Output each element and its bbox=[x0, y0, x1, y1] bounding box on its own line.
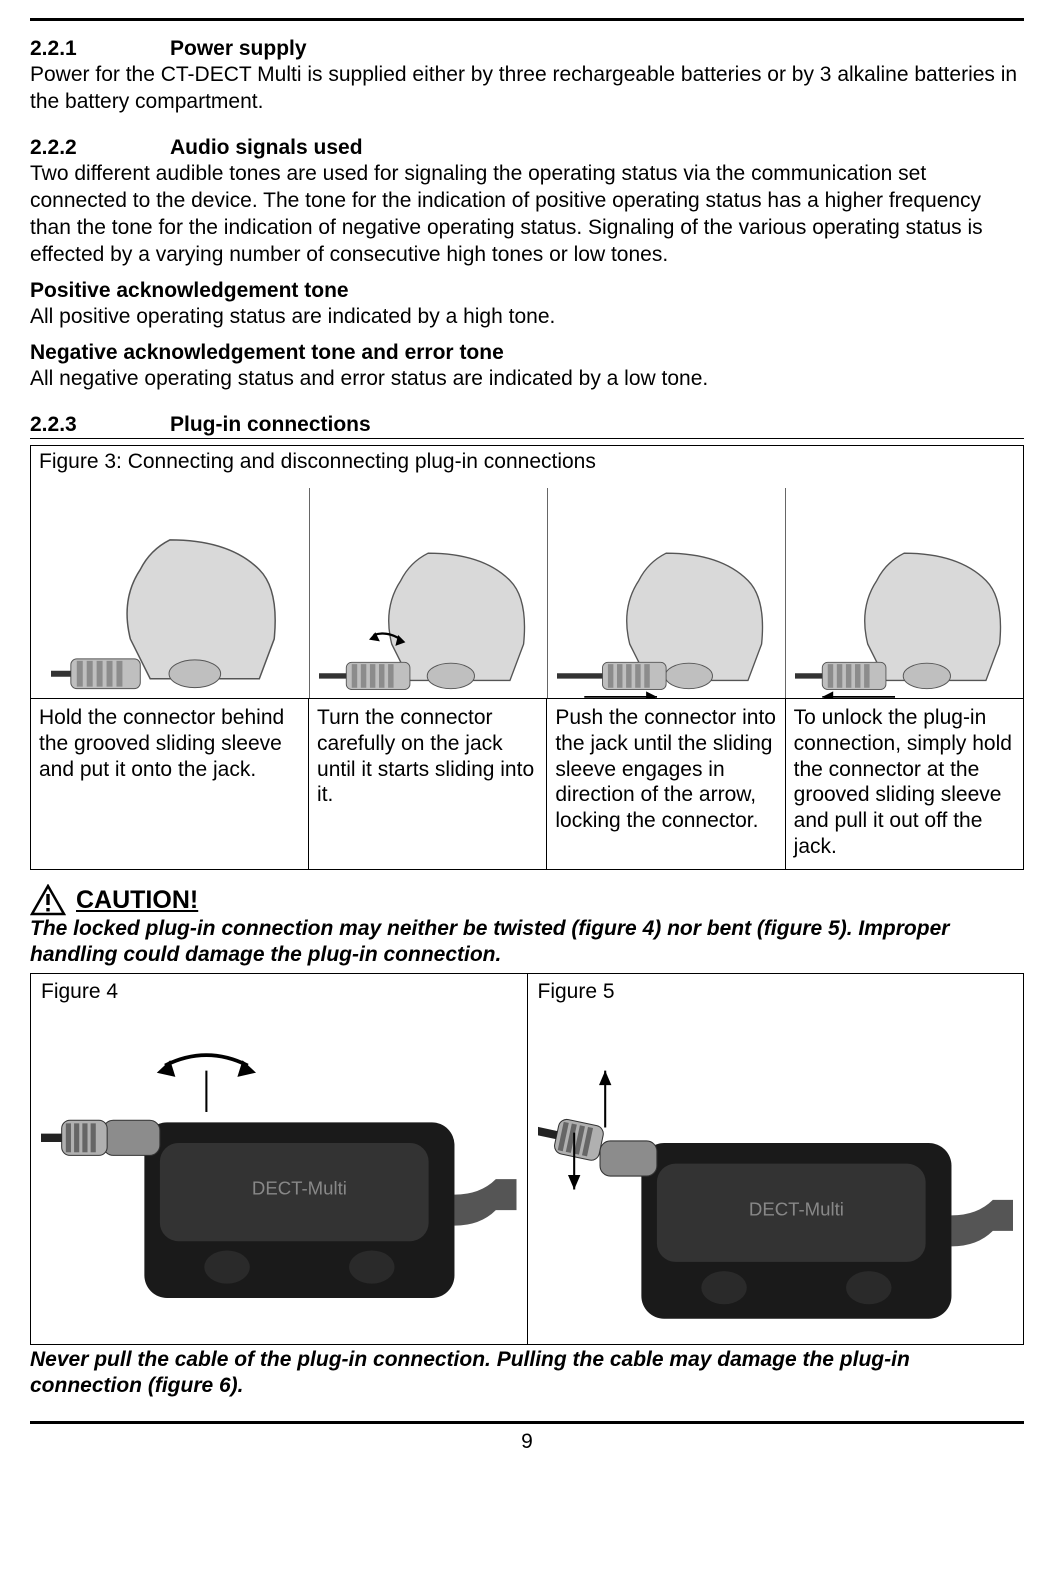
figure-4-illustration: DECT-Multi bbox=[41, 1004, 517, 1344]
section-body: Power for the CT-DECT Multi is supplied … bbox=[30, 62, 1024, 116]
section-number: 2.2.3 bbox=[30, 411, 170, 438]
negative-tone-heading: Negative acknowledgement tone and error … bbox=[30, 339, 1024, 366]
connector-step-3-icon bbox=[557, 535, 775, 699]
figure-3-title: Figure 3: Connecting and disconnecting p… bbox=[31, 446, 1024, 479]
negative-tone-body: All negative operating status and error … bbox=[30, 366, 1024, 393]
page: 2.2.1Power supply Power for the CT-DECT … bbox=[0, 18, 1054, 1468]
section-heading: 2.2.1Power supply bbox=[30, 35, 1024, 62]
figure-3-caption-4: To unlock the plug-in connection, simply… bbox=[785, 699, 1023, 870]
section-number: 2.2.1 bbox=[30, 35, 170, 62]
closing-note: Never pull the cable of the plug-in conn… bbox=[30, 1347, 1024, 1400]
bottom-rule bbox=[30, 1421, 1024, 1424]
section-title: Audio signals used bbox=[170, 136, 363, 159]
section-plugin-connections: 2.2.3Plug-in connections bbox=[30, 411, 1024, 439]
figures-4-5-table: Figure 4 DECT-Multi bbox=[30, 973, 1024, 1345]
figure-3-caption-1: Hold the connector behind the grooved sl… bbox=[31, 699, 309, 870]
warning-icon bbox=[30, 884, 66, 916]
positive-tone-body: All positive operating status are indica… bbox=[30, 304, 1024, 331]
positive-tone-heading: Positive acknowledgement tone bbox=[30, 277, 1024, 304]
section-title: Plug-in connections bbox=[170, 413, 371, 436]
connector-step-1-icon bbox=[51, 520, 289, 699]
section-title: Power supply bbox=[170, 37, 307, 60]
connector-step-2-icon bbox=[319, 535, 537, 699]
figure-3-table: Figure 3: Connecting and disconnecting p… bbox=[30, 445, 1024, 870]
figure-3-caption-2: Turn the connector carefully on the jack… bbox=[309, 699, 547, 870]
svg-text:DECT-Multi: DECT-Multi bbox=[748, 1198, 843, 1219]
svg-text:DECT-Multi: DECT-Multi bbox=[252, 1177, 347, 1198]
section-audio-signals: 2.2.2Audio signals used Two different au… bbox=[30, 134, 1024, 393]
figure-5-title: Figure 5 bbox=[538, 980, 1014, 1004]
section-heading: 2.2.3Plug-in connections bbox=[30, 411, 1024, 439]
section-body: Two different audible tones are used for… bbox=[30, 161, 1024, 269]
connector-step-4-icon bbox=[795, 535, 1013, 699]
caution-body: The locked plug-in connection may neithe… bbox=[30, 916, 1024, 969]
figure-3-illustration bbox=[31, 478, 1023, 698]
page-number: 9 bbox=[30, 1430, 1024, 1468]
caution-label: CAUTION! bbox=[76, 886, 198, 915]
top-rule bbox=[30, 18, 1024, 21]
figure-3-captions-row: Hold the connector behind the grooved sl… bbox=[31, 699, 1024, 870]
section-number: 2.2.2 bbox=[30, 134, 170, 161]
section-heading: 2.2.2Audio signals used bbox=[30, 134, 1024, 161]
figure-5-illustration: DECT-Multi bbox=[538, 1004, 1014, 1344]
caution-heading: CAUTION! bbox=[30, 884, 1024, 916]
section-power-supply: 2.2.1Power supply Power for the CT-DECT … bbox=[30, 35, 1024, 116]
figure-4-title: Figure 4 bbox=[41, 980, 517, 1004]
figure-3-caption-3: Push the connector into the jack until t… bbox=[547, 699, 785, 870]
